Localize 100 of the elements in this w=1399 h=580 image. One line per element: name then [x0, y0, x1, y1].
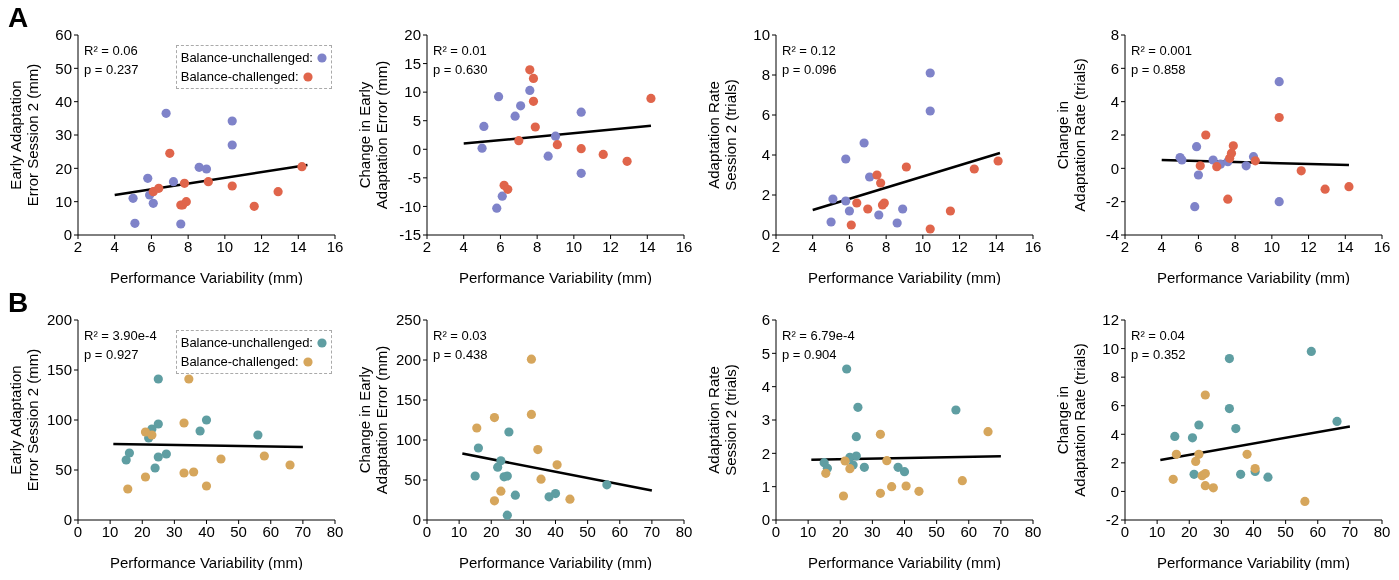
y-tick-label: 3: [761, 411, 770, 429]
point: [216, 454, 226, 464]
point: [179, 178, 190, 188]
point: [1191, 142, 1202, 152]
point: [1332, 416, 1342, 427]
y-tick-label: 30: [55, 126, 72, 144]
legend-label: Balance-unchallenged:: [180, 49, 313, 67]
x-tick-label: 10: [1148, 522, 1166, 540]
x-tick-label: 12: [1300, 237, 1317, 255]
point: [510, 490, 520, 500]
y-tick-label: 6: [761, 311, 770, 329]
point: [502, 510, 512, 520]
point: [201, 481, 212, 491]
x-tick-label: 14: [987, 237, 1005, 255]
y-axis-title: Early Adaptation Error Session 2 (mm): [6, 63, 41, 207]
y-tick-label: 4: [761, 377, 770, 395]
y-tick-label: 50: [55, 59, 72, 77]
y-tick-label: 40: [55, 92, 72, 110]
point: [497, 191, 507, 201]
x-tick-label: 14: [289, 237, 307, 255]
x-tick-label: 80: [1024, 522, 1042, 540]
point: [1189, 469, 1199, 479]
annotation: p = 0.858: [1131, 61, 1187, 79]
point: [875, 429, 886, 439]
x-tick-label: 6: [496, 237, 505, 255]
point: [1190, 202, 1200, 212]
point: [473, 443, 483, 453]
y-axis-title: Change in Adaptation Rate (trials): [1053, 58, 1088, 212]
y-tick-label: 4: [1110, 425, 1119, 443]
x-tick-label: 16: [326, 237, 344, 255]
point: [123, 484, 133, 494]
x-tick-label: 50: [230, 522, 247, 540]
y-tick-label: -10: [399, 197, 421, 215]
point: [477, 143, 487, 153]
y-axis-title: Early Adaptation Error Session 2 (mm): [6, 348, 41, 492]
point: [1223, 194, 1233, 204]
point: [983, 427, 993, 437]
point: [165, 148, 175, 158]
annotation: R² = 0.04: [1131, 327, 1186, 345]
point: [945, 206, 955, 216]
point: [161, 449, 171, 459]
x-tick-label: 70: [294, 522, 312, 540]
point: [565, 494, 575, 504]
point: [550, 131, 561, 141]
y-tick-label: 10: [753, 26, 770, 44]
point: [493, 92, 504, 102]
point: [1274, 197, 1284, 207]
y-tick-label: 10: [404, 83, 421, 101]
y-axis-title: Adaptation Rate Session 2 (trials): [704, 79, 739, 191]
point: [844, 206, 855, 216]
y-tick-label: 2: [761, 186, 770, 204]
point: [489, 413, 500, 423]
point: [203, 177, 213, 187]
x-tick-label: 60: [611, 522, 629, 540]
x-tick-label: 14: [638, 237, 656, 255]
point: [1231, 423, 1241, 434]
x-tick-label: 30: [515, 522, 532, 540]
point: [273, 187, 283, 197]
x-tick-label: 40: [1245, 522, 1262, 540]
x-tick-label: 8: [532, 237, 542, 255]
point: [479, 121, 489, 132]
x-tick-label: 6: [1194, 237, 1203, 255]
y-axis-title: Change in Adaptation Rate (trials): [1053, 343, 1088, 497]
y-tick-label: 4: [761, 146, 770, 164]
point: [840, 456, 850, 466]
x-tick-label: 30: [166, 522, 183, 540]
point: [842, 364, 852, 374]
x-tick-label: 4: [110, 237, 119, 255]
y-tick-label: -15: [399, 226, 421, 244]
x-tick-label: 16: [1024, 237, 1042, 255]
point: [872, 170, 882, 180]
point: [828, 194, 838, 204]
point: [898, 204, 908, 214]
point: [874, 210, 884, 220]
point: [525, 65, 535, 75]
x-tick-label: 6: [845, 237, 854, 255]
point: [143, 173, 153, 183]
chart-title: B: [8, 287, 29, 319]
x-tick-label: 10: [1263, 237, 1281, 255]
x-tick-label: 40: [198, 522, 215, 540]
y-axis-title: Adaptation Rate Session 2 (trials): [704, 364, 739, 476]
point: [1344, 182, 1354, 192]
point: [201, 164, 212, 174]
point: [1228, 141, 1238, 151]
x-tick-label: 30: [1213, 522, 1230, 540]
point: [1200, 481, 1210, 491]
y-axis-title: Change in Early Adaptation Error (mm): [355, 345, 390, 495]
point: [285, 460, 295, 470]
x-tick-label: 50: [1277, 522, 1294, 540]
y-tick-label: 50: [404, 471, 421, 489]
point: [851, 451, 861, 461]
y-axis-title: Change in Early Adaptation Error (mm): [355, 60, 390, 210]
point: [249, 201, 259, 211]
point: [901, 162, 911, 172]
point: [1194, 420, 1204, 430]
point: [492, 203, 502, 213]
point: [526, 354, 537, 364]
y-tick-label: 50: [55, 461, 72, 479]
y-tick-label: 20: [404, 26, 421, 44]
y-tick-label: 150: [46, 361, 72, 379]
